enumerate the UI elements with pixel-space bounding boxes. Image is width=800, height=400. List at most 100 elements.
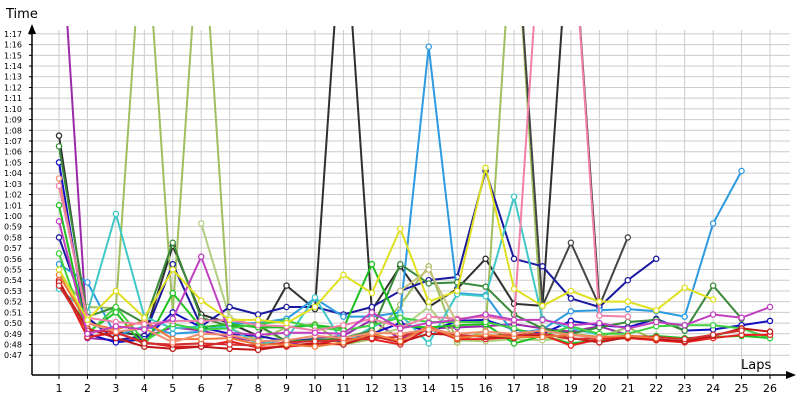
x-axis-title: Laps [741, 358, 771, 373]
data-point [55, 182, 63, 190]
y-tick-label: 1:08 [4, 126, 22, 135]
data-point [709, 331, 717, 339]
x-ticks: 1 2 3 4 5 6 7 8 9 10 11 12 13 14 15 16 17 18 19 20 21 22 23 24 2… [56, 375, 777, 395]
x-tick-label: 9 [283, 382, 290, 395]
data-point [709, 220, 717, 227]
data-point [397, 338, 404, 345]
series-black [55, 26, 603, 340]
y-tick-label: 1:00 [4, 212, 22, 221]
data-point [652, 334, 660, 342]
data-point [112, 287, 120, 295]
y-tick-label: 1:17 [4, 30, 22, 39]
x-axis-arrow [786, 371, 796, 379]
x-tick-label: 19 [564, 382, 578, 395]
data-point [766, 328, 774, 335]
data-point [340, 330, 347, 338]
data-point [283, 282, 290, 289]
y-tick-label: 0:54 [4, 276, 22, 285]
series-salmon [55, 175, 603, 346]
x-tick-label: 20 [592, 382, 606, 395]
data-point [652, 318, 660, 326]
data-point [112, 323, 120, 330]
data-point [368, 329, 376, 336]
y-ticks: 0:47 0:480:49 0:50 0:510:52 0:53 0:540:55 0:56… [4, 30, 32, 360]
y-tick-label: 0:52 [4, 298, 22, 307]
x-tick-label: 26 [763, 382, 777, 395]
data-point [311, 343, 319, 350]
y-tick-label: 1:10 [4, 105, 22, 114]
y-tick-label: 0:49 [4, 330, 22, 339]
data-point [738, 314, 745, 321]
data-point [567, 295, 575, 302]
data-point [169, 239, 177, 246]
data-point [283, 319, 290, 327]
x-tick-label: 6 [198, 382, 205, 395]
data-point [368, 321, 376, 329]
data-point [539, 302, 546, 310]
data-point [55, 218, 63, 225]
x-tick-label: 16 [479, 382, 493, 395]
data-point [482, 293, 489, 300]
y-tick-label: 1:06 [4, 148, 22, 157]
x-tick-label: 14 [422, 382, 436, 395]
data-point [681, 284, 688, 291]
data-point [55, 175, 63, 182]
data-point [84, 316, 91, 324]
y-tick-label: 1:09 [4, 116, 22, 125]
y-tick-label: 0:58 [4, 233, 22, 242]
data-point [84, 330, 91, 338]
y-tick-label: 0:50 [4, 319, 22, 328]
x-tick-label: 15 [450, 382, 464, 395]
data-point [112, 334, 120, 342]
x-tick-label: 18 [535, 382, 549, 395]
data-point [197, 297, 205, 304]
data-point [397, 314, 404, 321]
data-point [397, 225, 404, 233]
data-point [567, 342, 575, 349]
data-point [112, 303, 120, 311]
data-point [567, 308, 575, 315]
data-point [141, 320, 148, 328]
data-point [596, 319, 603, 327]
data-point [311, 303, 319, 311]
y-tick-label: 0:56 [4, 255, 22, 264]
data-point [169, 315, 177, 323]
data-point [55, 250, 63, 257]
y-tick-label: 0:47 [4, 351, 22, 360]
y-tick-label: 1:04 [4, 169, 22, 178]
data-point [397, 260, 404, 268]
data-point [283, 303, 290, 311]
x-tick-label: 1 [56, 382, 63, 395]
y-tick-label: 1:05 [4, 158, 22, 167]
data-point [681, 335, 688, 343]
series-line [58, 281, 771, 351]
x-tick-label: 23 [678, 382, 692, 395]
data-point [738, 167, 745, 175]
data-point [766, 317, 774, 325]
data-point [254, 321, 262, 329]
data-point [482, 164, 489, 172]
series-line [58, 279, 770, 349]
data-point [254, 311, 262, 318]
data-point [425, 266, 432, 273]
data-point [624, 313, 632, 320]
data-point [652, 306, 660, 314]
data-point [141, 314, 148, 321]
series-yellow [55, 164, 717, 327]
data-point [254, 331, 262, 339]
series-line [58, 169, 657, 342]
y-tick-label: 0:53 [4, 287, 22, 296]
data-point [84, 279, 91, 286]
data-point [112, 328, 120, 335]
data-point [510, 255, 518, 263]
data-point [112, 210, 120, 218]
data-point [55, 132, 63, 139]
x-tick-label: 22 [649, 382, 663, 395]
data-point [766, 303, 774, 311]
y-tick-label: 0:57 [4, 244, 22, 253]
data-point [340, 271, 347, 279]
data-point [197, 330, 205, 338]
data-point [567, 321, 575, 329]
data-point [368, 289, 376, 297]
